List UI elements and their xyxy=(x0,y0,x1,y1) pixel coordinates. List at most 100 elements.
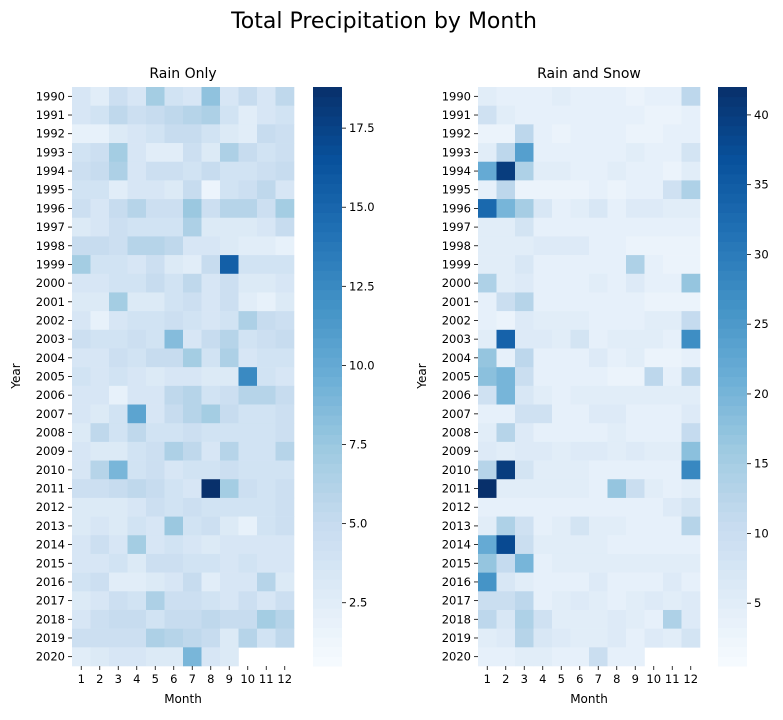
heatmap-cell xyxy=(238,311,258,331)
heatmap-cell xyxy=(220,423,239,443)
heatmap-cell xyxy=(257,143,276,163)
heatmap-cell xyxy=(644,180,664,200)
heatmap-cell xyxy=(72,423,91,443)
y-tick-label: 2011 xyxy=(36,482,65,496)
heatmap-cell xyxy=(515,255,534,275)
heatmap-cell xyxy=(72,460,91,480)
heatmap-cell xyxy=(90,609,110,629)
heatmap-cell xyxy=(201,199,221,219)
heatmap-cell xyxy=(164,255,184,275)
heatmap-cell xyxy=(570,255,590,275)
colorbar-segment xyxy=(718,164,747,175)
heatmap-cell xyxy=(238,628,258,648)
heatmap-cell xyxy=(496,255,516,275)
heatmap-cell xyxy=(220,180,239,200)
heatmap-cell xyxy=(570,497,590,517)
heatmap-cell xyxy=(220,628,239,648)
heatmap-cell xyxy=(90,628,110,648)
heatmap-cell xyxy=(570,460,590,480)
y-tick-label: 2016 xyxy=(442,575,471,589)
x-tick-label: 8 xyxy=(613,672,620,686)
colorbar-segment xyxy=(313,588,342,599)
heatmap-cell xyxy=(90,647,110,667)
heatmap-cell xyxy=(201,591,221,611)
heatmap-cell xyxy=(626,423,645,443)
colorbar-segment xyxy=(313,453,342,464)
colorbar-segment xyxy=(313,202,342,213)
colorbar-segment xyxy=(718,521,747,532)
heatmap-cell xyxy=(275,497,295,517)
heatmap-cell xyxy=(533,124,553,144)
heatmap-cell xyxy=(90,348,110,368)
colorbar-segment xyxy=(313,598,342,609)
heatmap-cell xyxy=(478,460,497,480)
heatmap-cell xyxy=(72,553,91,573)
heatmap-cell xyxy=(275,217,295,237)
heatmap-cell xyxy=(533,553,553,573)
heatmap-cell xyxy=(681,161,701,181)
heatmap-cell xyxy=(220,591,239,611)
heatmap-cell xyxy=(127,609,147,629)
heatmap-cell xyxy=(552,105,571,125)
heatmap-cell xyxy=(607,423,627,443)
colorbar-segment xyxy=(313,444,342,455)
heatmap-cell xyxy=(663,236,682,256)
heatmap-cell xyxy=(607,236,627,256)
heatmap-cell xyxy=(607,441,627,461)
heatmap-cell xyxy=(146,255,165,275)
colorbar-segment xyxy=(718,559,747,570)
heatmap-cell xyxy=(72,628,91,648)
heatmap-cell xyxy=(626,236,645,256)
heatmap-cell xyxy=(201,87,221,106)
heatmap-cell xyxy=(644,591,664,611)
colorbar-segment xyxy=(313,579,342,590)
heatmap-cell xyxy=(146,180,165,200)
heatmap-cell xyxy=(607,217,627,237)
x-tick-label: 10 xyxy=(646,672,661,686)
heatmap-cell xyxy=(127,292,147,312)
heatmap-cell xyxy=(663,367,682,387)
heatmap-cell xyxy=(164,273,184,293)
colorbar-segment xyxy=(718,608,747,619)
heatmap-cell xyxy=(238,441,258,461)
heatmap-cell xyxy=(257,497,276,517)
heatmap-cell xyxy=(238,516,258,536)
heatmap-cell xyxy=(146,329,165,349)
colorbar-segment xyxy=(718,444,747,455)
y-tick-label: 1991 xyxy=(36,108,65,122)
heatmap-cell xyxy=(201,236,221,256)
heatmap-cell xyxy=(478,124,497,144)
heatmap-cell xyxy=(496,628,516,648)
heatmap-cell xyxy=(607,385,627,405)
heatmap-cell xyxy=(72,348,91,368)
heatmap-cell xyxy=(552,236,571,256)
heatmap-cell xyxy=(201,367,221,387)
colorbar-tick-label: 20 xyxy=(754,387,769,401)
heatmap-cell xyxy=(183,124,202,144)
heatmap-cell xyxy=(515,460,534,480)
heatmap-cell xyxy=(146,404,165,424)
heatmap-cell xyxy=(275,273,295,293)
heatmap-cell xyxy=(607,199,627,219)
y-tick-label: 2013 xyxy=(36,519,65,533)
heatmap-cell xyxy=(72,124,91,144)
heatmap-cell xyxy=(626,329,645,349)
heatmap-cell xyxy=(607,273,627,293)
heatmap-cell xyxy=(146,628,165,648)
heatmap-cell xyxy=(478,161,497,181)
heatmap-cell xyxy=(109,124,128,144)
y-axis-label: Year xyxy=(9,363,23,389)
heatmap-cell xyxy=(201,609,221,629)
heatmap-cell xyxy=(90,180,110,200)
heatmap-cell xyxy=(496,329,516,349)
heatmap-cell xyxy=(257,535,276,555)
heatmap-cell xyxy=(164,572,184,592)
heatmap-cell xyxy=(275,591,295,611)
heatmap-cell xyxy=(644,143,664,163)
colorbar-segment xyxy=(313,415,342,426)
heatmap-cell xyxy=(496,217,516,237)
heatmap-cell xyxy=(220,647,239,667)
heatmap-cell xyxy=(552,553,571,573)
heatmap-cell xyxy=(515,647,534,667)
colorbar-segment xyxy=(313,511,342,522)
